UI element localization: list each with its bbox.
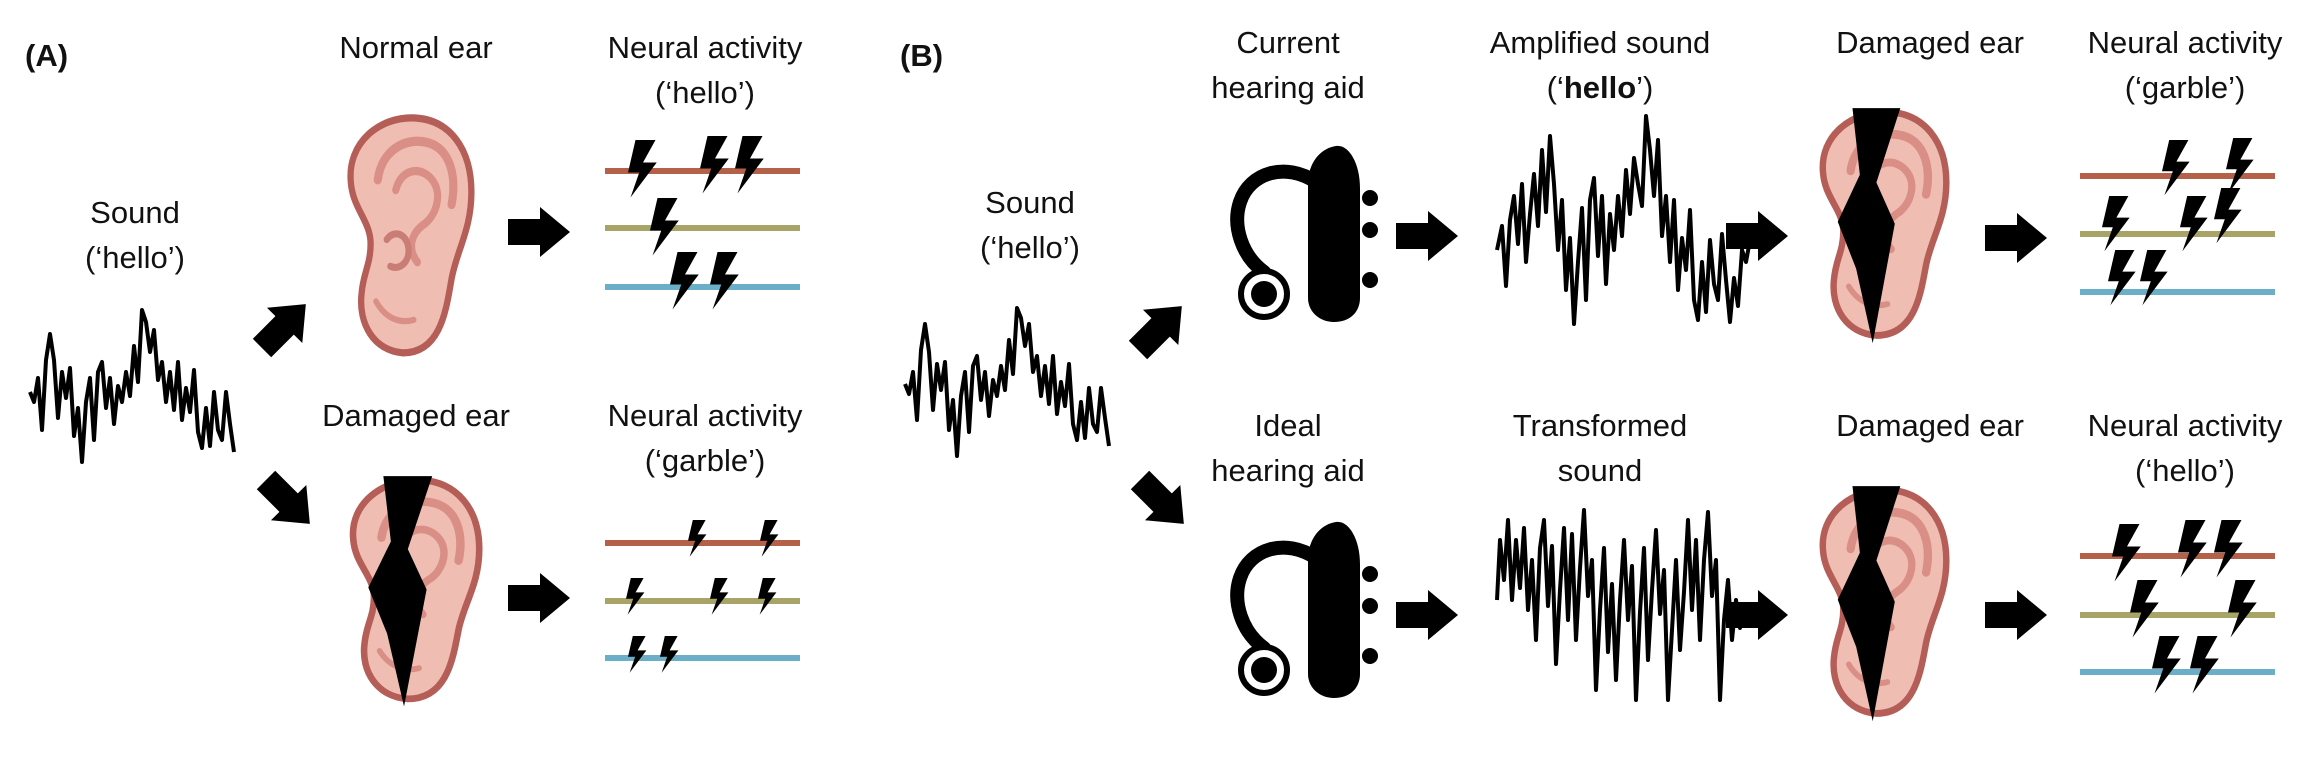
- a-damaged-ear-icon: [353, 476, 479, 707]
- b-transformed-line2: sound: [1557, 453, 1643, 488]
- spike: [2162, 140, 2190, 196]
- a-neural-bottom-line1: Neural activity: [607, 398, 803, 433]
- panel-a-label: (A): [25, 38, 69, 73]
- b-arrow-to-damaged-top: [1726, 211, 1788, 261]
- spike: [760, 520, 779, 557]
- a-sound-label-line2: (‘hello’): [85, 240, 185, 275]
- b-arrow-to-neural-top: [1985, 213, 2047, 263]
- b-ideal-aid-line2: hearing aid: [1211, 453, 1365, 488]
- b-neural-bottom-label: Neural activity (‘hello’): [2088, 403, 2283, 493]
- b-amplified-close: ’): [1636, 70, 1654, 105]
- panel-b-label: (B): [900, 38, 944, 73]
- spike: [626, 578, 645, 615]
- b-ideal-aid-line1: Ideal: [1254, 408, 1322, 443]
- a-arrow-to-neural-bottom: [508, 573, 570, 623]
- a-arrow-to-normal-ear: [244, 286, 324, 366]
- b-amplified-waveform: [1495, 114, 1752, 326]
- a-neural-top-label: Neural activity (‘hello’): [608, 25, 803, 115]
- a-sound-label: Sound (‘hello’): [85, 190, 185, 280]
- b-ideal-aid-icon: [1237, 522, 1378, 698]
- b-amplified-line2: (‘hello’): [1490, 65, 1711, 110]
- a-neural-bottom-label: Neural activity (‘garble’): [608, 393, 803, 483]
- a-damaged-ear-label: Damaged ear: [322, 398, 510, 433]
- spike: [2102, 196, 2130, 252]
- a-normal-ear-label: Normal ear: [339, 30, 493, 65]
- b-amplified-line1: Amplified sound: [1489, 25, 1711, 60]
- b-arrow-to-ideal-aid: [1122, 462, 1202, 542]
- a-neural-bottom-raster: [605, 520, 800, 673]
- spike: [2140, 250, 2168, 306]
- b-damaged-bottom-label: Damaged ear: [1836, 408, 2024, 443]
- b-current-aid-icon: [1237, 146, 1378, 322]
- b-sound-label-line2: (‘hello’): [980, 230, 1080, 265]
- spike: [2130, 580, 2159, 638]
- a-neural-top-raster: [605, 136, 800, 310]
- b-arrow-to-amplified: [1396, 211, 1458, 261]
- b-neural-bottom-line2: (‘hello’): [2135, 453, 2235, 488]
- b-damaged-ear-top-icon: [1823, 108, 1947, 344]
- spike: [670, 252, 699, 310]
- b-amplified-word: hello: [1563, 70, 1637, 105]
- spike: [2226, 138, 2254, 194]
- b-amplified-open: (‘: [1546, 70, 1564, 105]
- b-current-aid-label: Current hearing aid: [1211, 20, 1364, 110]
- b-neural-top-label: Neural activity (‘garble’): [2088, 20, 2283, 110]
- spike: [660, 636, 679, 673]
- a-normal-ear-icon: [351, 118, 472, 353]
- b-amplified-label: Amplified sound (‘hello’): [1490, 20, 1711, 110]
- spike: [758, 578, 777, 615]
- b-current-aid-line1: Current: [1236, 25, 1340, 60]
- b-arrow-to-neural-bottom: [1985, 590, 2047, 640]
- a-sound-waveform: [28, 308, 236, 464]
- spike: [2178, 520, 2207, 578]
- b-current-aid-line2: hearing aid: [1211, 70, 1365, 105]
- b-neural-bottom-line1: Neural activity: [2087, 408, 2283, 443]
- spike: [710, 578, 729, 615]
- spike: [2152, 636, 2181, 694]
- b-damaged-ear-bottom-icon: [1823, 486, 1947, 722]
- b-neural-bottom-raster: [2080, 520, 2275, 694]
- a-neural-top-line2: (‘hello’): [655, 75, 755, 110]
- b-arrow-to-damaged-bottom: [1726, 590, 1788, 640]
- b-neural-top-line2: (‘garble’): [2124, 70, 2246, 105]
- a-neural-top-line1: Neural activity: [607, 30, 803, 65]
- spike: [2108, 250, 2136, 306]
- b-transformed-waveform: [1495, 508, 1750, 702]
- b-sound-label: Sound (‘hello’): [980, 180, 1080, 270]
- spike: [2112, 524, 2141, 582]
- spike: [2214, 520, 2243, 578]
- b-transformed-line1: Transformed: [1512, 408, 1688, 443]
- spike: [2180, 196, 2208, 252]
- a-arrow-to-neural-top: [508, 207, 570, 257]
- spike: [2228, 580, 2257, 638]
- spike: [2190, 636, 2219, 694]
- b-arrow-to-transformed: [1396, 590, 1458, 640]
- a-neural-bottom-line2: (‘garble’): [644, 443, 766, 478]
- a-arrow-to-damaged-ear: [248, 462, 328, 542]
- b-sound-label-line1: Sound: [985, 185, 1075, 220]
- b-transformed-label: Transformed sound: [1513, 403, 1688, 493]
- spike: [710, 252, 739, 310]
- spike: [628, 636, 647, 673]
- a-sound-label-line1: Sound: [90, 195, 180, 230]
- spike: [688, 520, 707, 557]
- b-sound-waveform: [903, 306, 1111, 458]
- b-arrow-to-current-aid: [1120, 288, 1200, 368]
- spike: [735, 136, 764, 194]
- spike: [700, 136, 729, 194]
- b-neural-top-raster: [2080, 138, 2275, 306]
- b-neural-top-line1: Neural activity: [2087, 25, 2283, 60]
- b-damaged-top-label: Damaged ear: [1836, 25, 2024, 60]
- b-ideal-aid-label: Ideal hearing aid: [1211, 403, 1364, 493]
